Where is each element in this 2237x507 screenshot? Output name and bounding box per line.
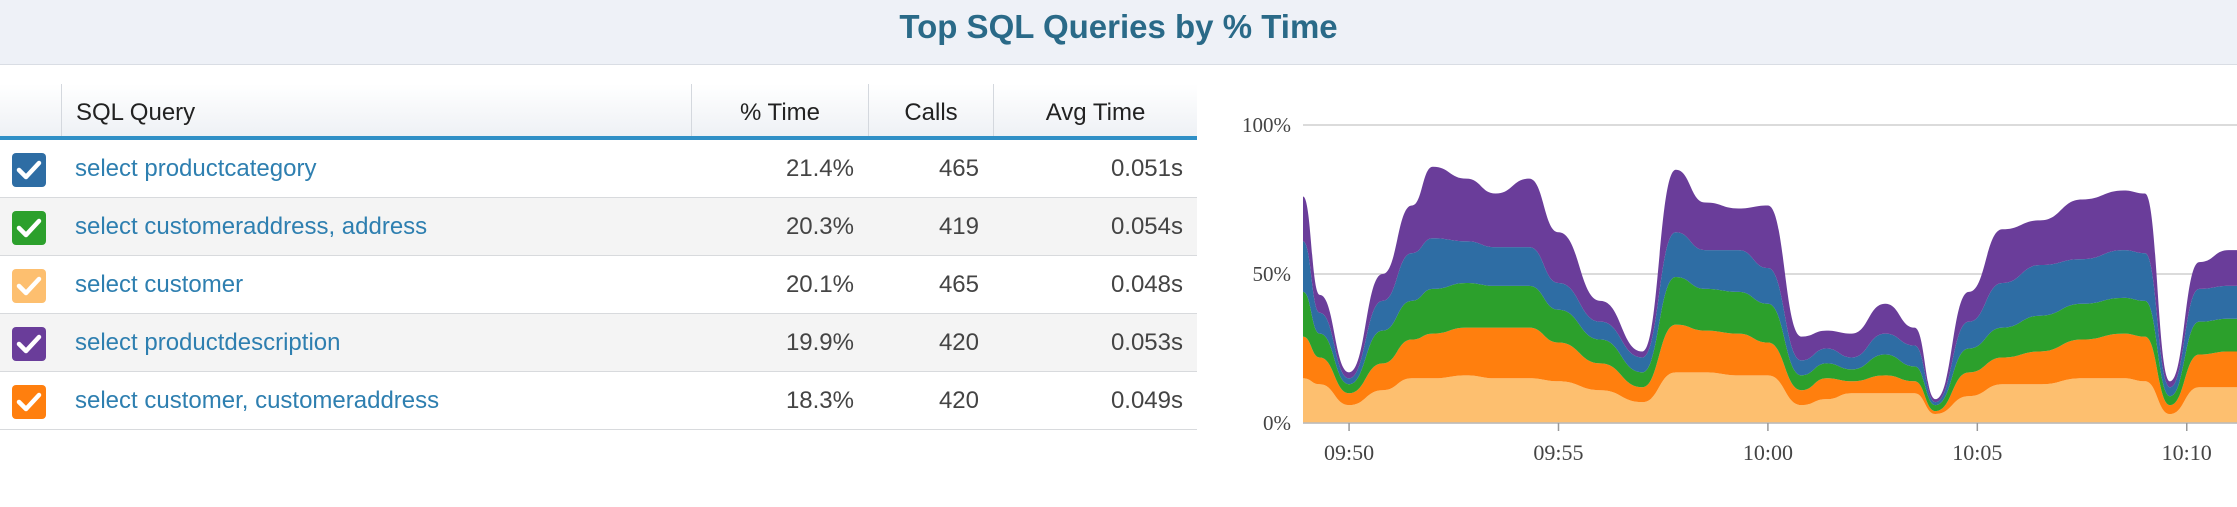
table-row[interactable]: select customeraddress, address 20.3% 419 0…: [0, 198, 1197, 256]
x-tick-label: 09:50: [1324, 440, 1374, 465]
y-tick-label: 100%: [1242, 113, 1291, 137]
table-row[interactable]: select customer 20.1% 465 0.048s: [0, 256, 1197, 314]
series-checkbox[interactable]: [12, 269, 46, 303]
calls-value: 419: [938, 213, 979, 240]
pct-time-value: 18.3%: [785, 387, 854, 414]
table-body: select productcategory 21.4% 465 0.051s sele…: [0, 140, 1197, 430]
area-series-3: [1303, 276, 2237, 412]
series-checkbox[interactable]: [12, 211, 46, 245]
chart-svg: 0% 50% 100% 09:50 09:55 10:00 10:05 10:10: [1242, 113, 2237, 465]
calls-value: 465: [938, 155, 979, 182]
query-link[interactable]: select customer: [75, 271, 244, 298]
query-link[interactable]: select customeraddress, address: [75, 213, 428, 240]
table-row[interactable]: select customer, customeraddress 18.3% 420…: [0, 372, 1197, 430]
header-calls[interactable]: Calls: [868, 84, 993, 136]
queries-table: SQL Query % Time Calls Avg Time select p…: [0, 84, 1197, 430]
x-tick-label: 10:05: [1952, 440, 2002, 465]
pct-time-value: 19.9%: [785, 329, 854, 356]
pct-time-value: 21.4%: [785, 155, 854, 182]
check-icon: [16, 160, 42, 180]
avg-time-value: 0.054s: [1110, 213, 1183, 240]
pct-time-value: 20.3%: [785, 213, 854, 240]
query-link[interactable]: select customer, customeraddress: [75, 387, 440, 414]
check-icon: [16, 334, 42, 354]
query-link[interactable]: select productcategory: [75, 155, 317, 182]
header-pct-time[interactable]: % Time: [691, 84, 868, 136]
query-link[interactable]: select productdescription: [75, 329, 341, 356]
page-title: Top SQL Queries by % Time: [899, 8, 1338, 45]
x-tick-label: 10:00: [1743, 440, 1793, 465]
calls-value: 420: [938, 387, 979, 414]
avg-time-value: 0.048s: [1110, 271, 1183, 298]
series-checkbox[interactable]: [12, 385, 46, 419]
series-checkbox[interactable]: [12, 153, 46, 187]
stacked-area-chart: 0% 50% 100% 09:50 09:55 10:00 10:05 10:10: [1205, 95, 2237, 485]
area-series-4: [1303, 232, 2237, 406]
check-icon: [16, 392, 42, 412]
calls-value: 420: [938, 329, 979, 356]
y-tick-label: 0%: [1263, 411, 1291, 435]
avg-time-value: 0.051s: [1110, 155, 1183, 182]
y-tick-label: 50%: [1253, 262, 1292, 286]
avg-time-value: 0.049s: [1110, 387, 1183, 414]
check-icon: [16, 276, 42, 296]
x-tick-label: 10:10: [2162, 440, 2212, 465]
header-avg-time[interactable]: Avg Time: [993, 84, 1197, 136]
series-checkbox[interactable]: [12, 327, 46, 361]
title-bar: Top SQL Queries by % Time: [0, 0, 2237, 65]
table-header: SQL Query % Time Calls Avg Time: [0, 84, 1197, 140]
area-series-1: [1303, 372, 2237, 423]
calls-value: 465: [938, 271, 979, 298]
check-icon: [16, 218, 42, 238]
area-series-2: [1303, 324, 2237, 415]
table-row[interactable]: select productcategory 21.4% 465 0.051s: [0, 140, 1197, 198]
pct-time-value: 20.1%: [785, 271, 854, 298]
avg-time-value: 0.053s: [1110, 329, 1183, 356]
header-sql-query[interactable]: SQL Query: [61, 84, 691, 136]
x-tick-label: 09:55: [1533, 440, 1583, 465]
area-series-5: [1303, 166, 2237, 403]
table-row[interactable]: select productdescription 19.9% 420 0.053s: [0, 314, 1197, 372]
